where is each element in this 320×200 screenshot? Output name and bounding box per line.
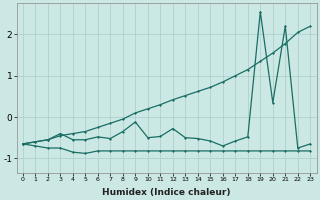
X-axis label: Humidex (Indice chaleur): Humidex (Indice chaleur) — [102, 188, 231, 197]
